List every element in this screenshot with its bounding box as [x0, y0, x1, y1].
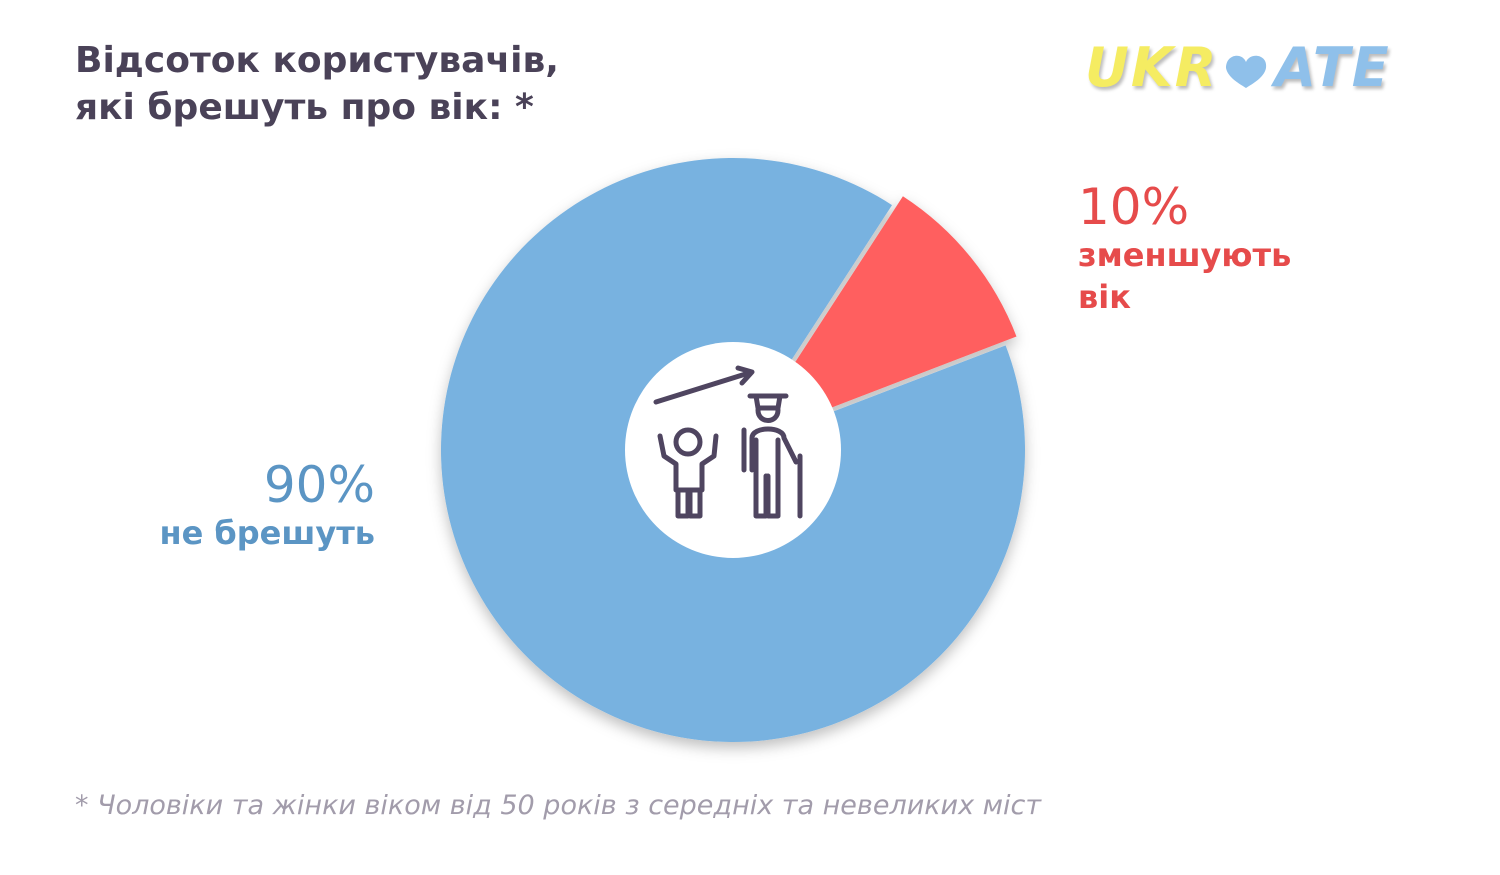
slice-label: 10% зменшують вік — [1078, 180, 1338, 318]
icon — [653, 365, 803, 519]
category-label: не брешуть — [159, 514, 375, 552]
logo-left: UKR — [1085, 36, 1219, 99]
donut-hole — [625, 342, 841, 558]
value-label: 10% — [1078, 178, 1190, 236]
slice-label: 90% не брешуть — [159, 458, 375, 555]
value-label: 90% — [263, 456, 375, 514]
logo-right: ATE — [1274, 36, 1391, 99]
category-label: зменшують вік — [1078, 236, 1292, 316]
logo: UKR ATE — [1085, 36, 1391, 99]
footnote: * Чоловіки та жінки віком від 50 років з… — [75, 790, 1042, 821]
logo-heart — [1226, 55, 1267, 88]
chart-title: Відсоток користувачів, які брешуть про в… — [75, 40, 559, 128]
